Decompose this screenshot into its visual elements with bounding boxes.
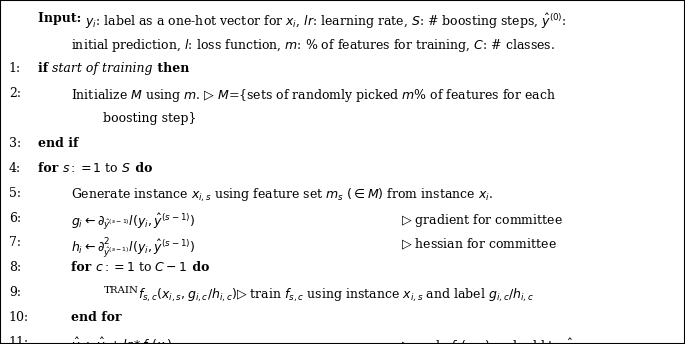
Text: do: do <box>132 162 153 175</box>
Text: 7:: 7: <box>9 237 21 249</box>
Text: Input:: Input: <box>38 12 86 25</box>
Text: Initialize $M$ using $m$. $\triangleright$ $M$={sets of randomly picked $m$% of : Initialize $M$ using $m$. $\trianglerigh… <box>71 87 556 104</box>
Text: $c := 1$ to $C - 1$: $c := 1$ to $C - 1$ <box>95 261 188 275</box>
Text: initial prediction, $l$: loss function, $m$: % of features for training, $C$: # : initial prediction, $l$: loss function, … <box>71 37 555 54</box>
Text: 2:: 2: <box>9 87 21 100</box>
Text: TRAIN: TRAIN <box>103 286 138 295</box>
Text: do: do <box>188 261 209 275</box>
Text: end if: end if <box>38 137 78 150</box>
Text: 4:: 4: <box>9 162 21 175</box>
Text: $s := 1$ to $S$: $s := 1$ to $S$ <box>62 162 132 175</box>
Text: $f_{s,c}(x_{i,s}, g_{i,c}/h_{i,c})$$\triangleright$ train $f_{s,c}$ using instan: $f_{s,c}(x_{i,s}, g_{i,c}/h_{i,c})$$\tri… <box>138 286 534 304</box>
Text: $\triangleright$ gradient for committee: $\triangleright$ gradient for committee <box>401 212 562 228</box>
Text: $h_i \leftarrow \partial^2_{\hat{y}^{(s-1)}} l(y_i, \hat{y}^{(s-1)})$: $h_i \leftarrow \partial^2_{\hat{y}^{(s-… <box>71 237 195 260</box>
Text: $y_i$: label as a one-hot vector for $x_i$, $lr$: learning rate, $S$: # boosting: $y_i$: label as a one-hot vector for $x_… <box>86 12 567 31</box>
Text: 1:: 1: <box>9 62 21 75</box>
Text: $\triangleright$ scale $f_s(x_{i,s})$ and add to $\hat{y}_i$: $\triangleright$ scale $f_s(x_{i,s})$ an… <box>401 336 576 344</box>
Text: 9:: 9: <box>9 286 21 299</box>
Text: then: then <box>153 62 189 75</box>
Text: 11:: 11: <box>9 336 29 344</box>
Text: for: for <box>38 162 62 175</box>
Text: $\triangleright$ hessian for committee: $\triangleright$ hessian for committee <box>401 237 557 252</box>
Text: start of training: start of training <box>52 62 153 75</box>
Text: 6:: 6: <box>9 212 21 225</box>
Text: 8:: 8: <box>9 261 21 275</box>
Text: $\hat{y}_i \leftarrow \hat{y}_i + lr * f_s(x_i)$: $\hat{y}_i \leftarrow \hat{y}_i + lr * f… <box>71 336 172 344</box>
Text: 10:: 10: <box>9 311 29 324</box>
Text: end for: end for <box>71 311 121 324</box>
Text: $g_i \leftarrow \partial_{\hat{y}^{(s-1)}} l(y_i, \hat{y}^{(s-1)})$: $g_i \leftarrow \partial_{\hat{y}^{(s-1)… <box>71 212 195 232</box>
Text: boosting step}: boosting step} <box>103 112 197 125</box>
Text: for: for <box>71 261 95 275</box>
Text: if: if <box>38 62 52 75</box>
Text: 5:: 5: <box>9 186 21 200</box>
Text: Generate instance $x_{i,s}$ using feature set $m_s$ $(\in M)$ from instance $x_i: Generate instance $x_{i,s}$ using featur… <box>71 186 493 204</box>
Text: 3:: 3: <box>9 137 21 150</box>
